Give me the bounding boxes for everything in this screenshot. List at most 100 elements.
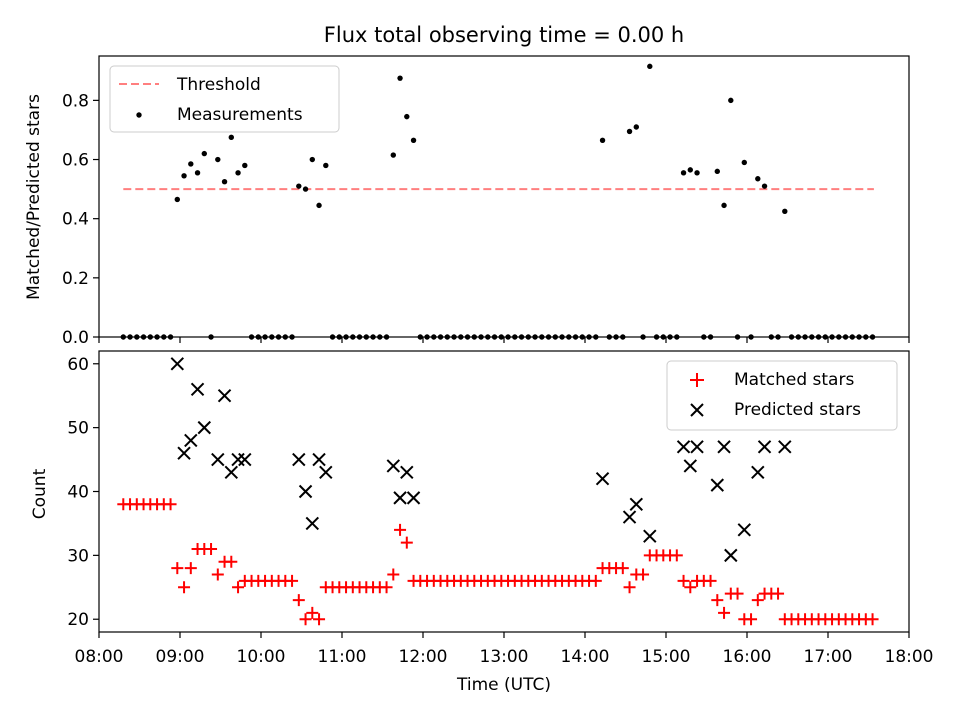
top-y-tick-label: 0.4 (62, 210, 89, 230)
legend-matched-label: Matched stars (734, 370, 854, 390)
matched-star-point (211, 568, 224, 581)
matched-star-point (772, 587, 785, 600)
measurement-point (215, 156, 221, 163)
bottom-y-tick-label: 60 (67, 355, 89, 375)
legend-measurements-marker (136, 112, 142, 118)
measurement-point (694, 170, 700, 176)
bottom-x-tick-label: 15:00 (642, 647, 691, 667)
bottom-x-tick-label: 08:00 (75, 647, 124, 667)
bottom-x-tick-label: 13:00 (480, 647, 529, 667)
top-legend-box (109, 65, 340, 133)
matched-star-point (670, 549, 683, 562)
matched-star-point (589, 574, 602, 587)
matched-star-point (677, 574, 690, 587)
chart-title: Flux total observing time = 0.00 h (324, 23, 684, 47)
bottom-x-tick-label: 10:00 (237, 647, 286, 667)
measurement-point (221, 179, 228, 185)
predicted-star-point (312, 452, 326, 467)
top-panel: Flux total observing time = 0.00 h Match… (24, 23, 910, 348)
predicted-star-point (724, 548, 738, 563)
matched-star-point (394, 523, 407, 536)
measurement-point (687, 167, 693, 173)
matched-star-point (751, 594, 764, 607)
predicted-star-point (197, 420, 212, 435)
matched-star-point (184, 562, 197, 575)
predicted-star-point (177, 446, 191, 460)
bottom-y-axis-label: Count (30, 468, 50, 519)
predicted-star-point (595, 472, 610, 486)
measurement-point (323, 162, 329, 169)
predicted-star-point (298, 484, 313, 499)
predicted-star-point (211, 452, 225, 467)
top-y-tick-label: 0.8 (62, 91, 89, 111)
measurement-point (316, 202, 322, 209)
predicted-star-point (292, 452, 306, 467)
matched-star-point (616, 562, 629, 575)
measurement-point (626, 128, 633, 135)
measurement-point (404, 113, 410, 120)
predicted-star-point (690, 440, 704, 454)
measurement-point (188, 161, 194, 167)
measurement-point (390, 152, 396, 158)
top-axes-frame (98, 55, 910, 338)
matched-star-point (171, 562, 184, 575)
measurement-point (410, 137, 417, 143)
legend-matched-marker (690, 373, 704, 387)
measurement-point (680, 170, 687, 176)
matched-star-point (306, 606, 319, 619)
predicted-star-point (751, 465, 765, 480)
bottom-legend-box (666, 360, 898, 431)
matched-star-point (731, 587, 744, 600)
matched-star-point (866, 613, 879, 626)
matched-star-point (745, 613, 758, 626)
measurement-point (714, 168, 720, 175)
measurement-point (782, 208, 788, 214)
matched-star-point (387, 568, 400, 581)
bottom-x-tick-label: 16:00 (723, 647, 772, 667)
predicted-star-point (386, 459, 401, 473)
matched-star-point (637, 568, 650, 581)
measurement-point (647, 63, 653, 70)
predicted-star-point (757, 440, 772, 454)
measurement-point (309, 156, 315, 163)
predicted-star-point (305, 516, 320, 531)
measurement-point (242, 162, 248, 169)
top-y-axis-label: Matched/Predicted stars (24, 94, 44, 300)
top-axis-ticks: 0.0 0.2 0.4 0.6 0.8 (62, 91, 910, 348)
bottom-y-tick-label: 20 (67, 610, 89, 630)
measurement-point (741, 159, 747, 166)
bottom-x-tick-label: 11:00 (318, 647, 367, 667)
predicted-star-point (238, 452, 252, 467)
matched-star-point (299, 613, 312, 626)
measurement-point (201, 150, 207, 157)
matched-star-point (684, 581, 697, 594)
bottom-legend: Matched stars Predicted stars (666, 360, 898, 431)
predicted-star-point (717, 440, 731, 454)
measurement-point (302, 186, 309, 192)
bottom-x-tick-label: 17:00 (804, 647, 853, 667)
top-plot-marks (120, 63, 876, 340)
matched-star-point (164, 498, 177, 511)
predicted-star-point (683, 459, 698, 473)
top-y-tick-label: 0.2 (62, 269, 89, 289)
measurement-point (397, 75, 403, 81)
bottom-x-tick-label: 12:00 (399, 647, 448, 667)
top-y-tick-label: 0.0 (62, 328, 89, 348)
measurement-point (174, 196, 180, 203)
measurement-point (633, 124, 639, 130)
measurement-point (235, 170, 241, 176)
predicted-star-point (190, 382, 205, 397)
measurement-point (296, 183, 302, 189)
bottom-x-tick-label: 18:00 (885, 647, 934, 667)
predicted-star-point (676, 440, 691, 454)
predicted-star-point (224, 465, 239, 480)
matched-star-point (718, 606, 731, 619)
matched-star-point (704, 574, 717, 587)
predicted-star-point (737, 523, 752, 537)
bottom-panel: Count Time (UTC) 20 30 40 50 60 08:00 09:00 10:… (30, 350, 934, 695)
matched-star-point (286, 574, 299, 587)
matched-star-point (292, 594, 305, 607)
bottom-x-tick-label: 14:00 (561, 647, 610, 667)
predicted-star-point (629, 497, 644, 511)
